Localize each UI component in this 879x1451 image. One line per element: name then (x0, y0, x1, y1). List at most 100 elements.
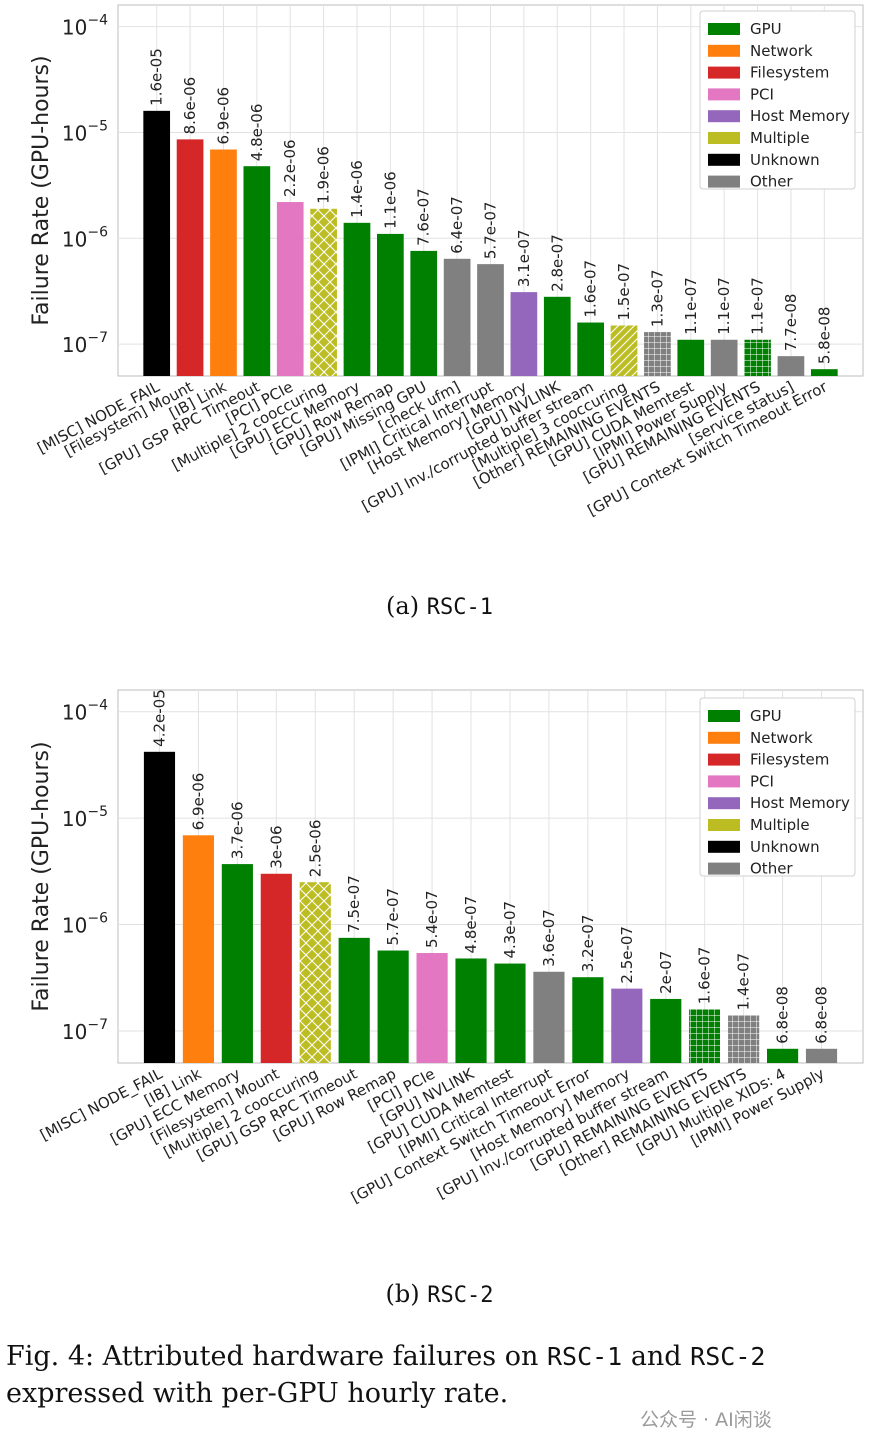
y-axis-label: Failure Rate (GPU-hours) (29, 741, 54, 1011)
bar (176, 139, 204, 376)
fig-caption-part3: expressed with per-GPU hourly rate. (6, 1378, 509, 1409)
bar (299, 882, 331, 1063)
bar-value-label: 1.4e-07 (735, 953, 753, 1011)
bar-value-label: 1.5e-07 (615, 263, 633, 321)
bar-value-label: 1.4e-06 (348, 160, 366, 218)
legend-label: GPU (750, 20, 782, 38)
bar-value-label: 1.1e-07 (715, 277, 733, 335)
subcaption-b: (b) RSC-2 (0, 1280, 879, 1308)
bar-value-label: 6.8e-08 (774, 986, 792, 1044)
bar (377, 950, 409, 1063)
bar (689, 1009, 721, 1063)
chart-rsc2: 10−7 10−6 10−5 10−4 Failure Rate (GPU-hours)… (29, 689, 864, 1207)
bar-value-label: 4.8e-06 (248, 104, 266, 162)
bar-value-label: 4.8e-07 (462, 896, 480, 954)
bar (728, 1015, 760, 1063)
bar (611, 988, 643, 1063)
legend-label: Filesystem (750, 751, 829, 769)
bar (221, 864, 253, 1063)
bar-value-label: 2.8e-07 (548, 234, 566, 292)
subcaption-b-prefix: (b) (385, 1280, 428, 1308)
y-tick-label: 10−5 (62, 118, 108, 145)
bar (710, 339, 738, 376)
fig-caption-rsc2: RSC-2 (690, 1342, 766, 1371)
y-tick-exponent: −5 (87, 804, 108, 820)
bar-value-label: 1.1e-07 (682, 277, 700, 335)
bar (810, 369, 838, 376)
y-tick-label: 10−7 (62, 330, 108, 357)
legend-label: Filesystem (750, 64, 829, 82)
legend-swatch (708, 44, 740, 57)
bar-value-label: 5.4e-07 (423, 890, 441, 948)
bar-value-label: 1.9e-06 (315, 146, 333, 204)
y-tick-label: 10−4 (62, 13, 108, 40)
bar-value-label: 1.1e-07 (749, 277, 767, 335)
legend-swatch (708, 132, 740, 144)
bar (477, 264, 504, 376)
legend-label: PCI (750, 772, 774, 790)
bar-value-label: 3e-06 (267, 825, 285, 868)
bar (610, 325, 638, 376)
bar-value-label: 5.8e-08 (815, 307, 833, 365)
bar-value-label: 5.7e-07 (482, 202, 500, 260)
bar-value-label: 1.6e-05 (148, 48, 166, 106)
chart-rsc1: 10−7 10−6 10−5 10−4 Failure Rate (GPU-hours)… (29, 4, 864, 520)
bar (533, 971, 565, 1063)
legend: GPU Network Filesystem PCI Host Memory Multip… (699, 697, 856, 878)
figure-caption: Fig. 4: Attributed hardware failures on … (6, 1338, 876, 1412)
bar (577, 322, 604, 376)
subcaption-b-name: RSC-2 (427, 1283, 494, 1308)
bar (510, 292, 538, 376)
y-tick-exponent: −6 (87, 911, 108, 927)
legend-swatch (708, 775, 740, 788)
bar-value-label: 7.7e-08 (782, 294, 800, 352)
bar (416, 953, 448, 1063)
bar (777, 356, 805, 376)
bar-value-label: 7.6e-07 (415, 188, 433, 246)
y-tick-exponent: −7 (87, 1017, 108, 1033)
legend: GPU Network Filesystem PCI Host Memory Multip… (699, 10, 856, 191)
bar (343, 222, 371, 376)
legend-swatch (708, 862, 740, 875)
y-tick-label: 10−6 (62, 911, 108, 938)
bar (338, 937, 370, 1063)
legend-swatch (708, 710, 740, 722)
bar (543, 296, 571, 376)
bar (377, 233, 404, 376)
subcaption-a: (a) RSC-1 (0, 592, 879, 620)
y-axis-label: Failure Rate (GPU-hours) (29, 55, 54, 325)
bar-value-label: 7.5e-07 (345, 875, 363, 933)
legend-label: Network (750, 42, 813, 60)
y-tick-exponent: −5 (87, 118, 108, 134)
y-tick-exponent: −6 (87, 224, 108, 240)
bar-value-label: 1.1e-06 (381, 171, 399, 229)
bar (644, 332, 671, 376)
bar-value-label: 1.6e-07 (582, 260, 600, 318)
bar-value-label: 1.3e-07 (648, 269, 666, 327)
legend-label: Multiple (750, 816, 810, 834)
legend-swatch (708, 110, 740, 123)
bar-value-label: 2.5e-07 (618, 926, 636, 984)
legend-label: Other (750, 860, 793, 878)
legend-label: Unknown (750, 838, 820, 856)
bar (494, 963, 526, 1063)
bar (210, 149, 237, 376)
subcaption-a-name: RSC-1 (426, 595, 493, 620)
fig-caption-part1: Fig. 4: Attributed hardware failures on (6, 1341, 547, 1372)
legend-swatch (708, 797, 740, 810)
fig-caption-part2: and (622, 1341, 691, 1372)
legend-swatch (708, 23, 740, 35)
fig-caption-rsc1: RSC-1 (546, 1342, 623, 1371)
legend-swatch (708, 175, 740, 188)
legend-label: Unknown (750, 151, 820, 169)
legend-label: PCI (750, 85, 774, 103)
bar (805, 1048, 838, 1063)
bar (572, 977, 604, 1063)
bar (143, 751, 176, 1063)
bar (767, 1048, 799, 1063)
bar-value-label: 6.8e-08 (813, 986, 831, 1044)
legend-label: Host Memory (750, 107, 850, 125)
bar-value-label: 8.6e-06 (181, 77, 199, 135)
bar-value-label: 1.6e-07 (696, 947, 714, 1005)
y-tick-label: 10−4 (62, 698, 108, 725)
